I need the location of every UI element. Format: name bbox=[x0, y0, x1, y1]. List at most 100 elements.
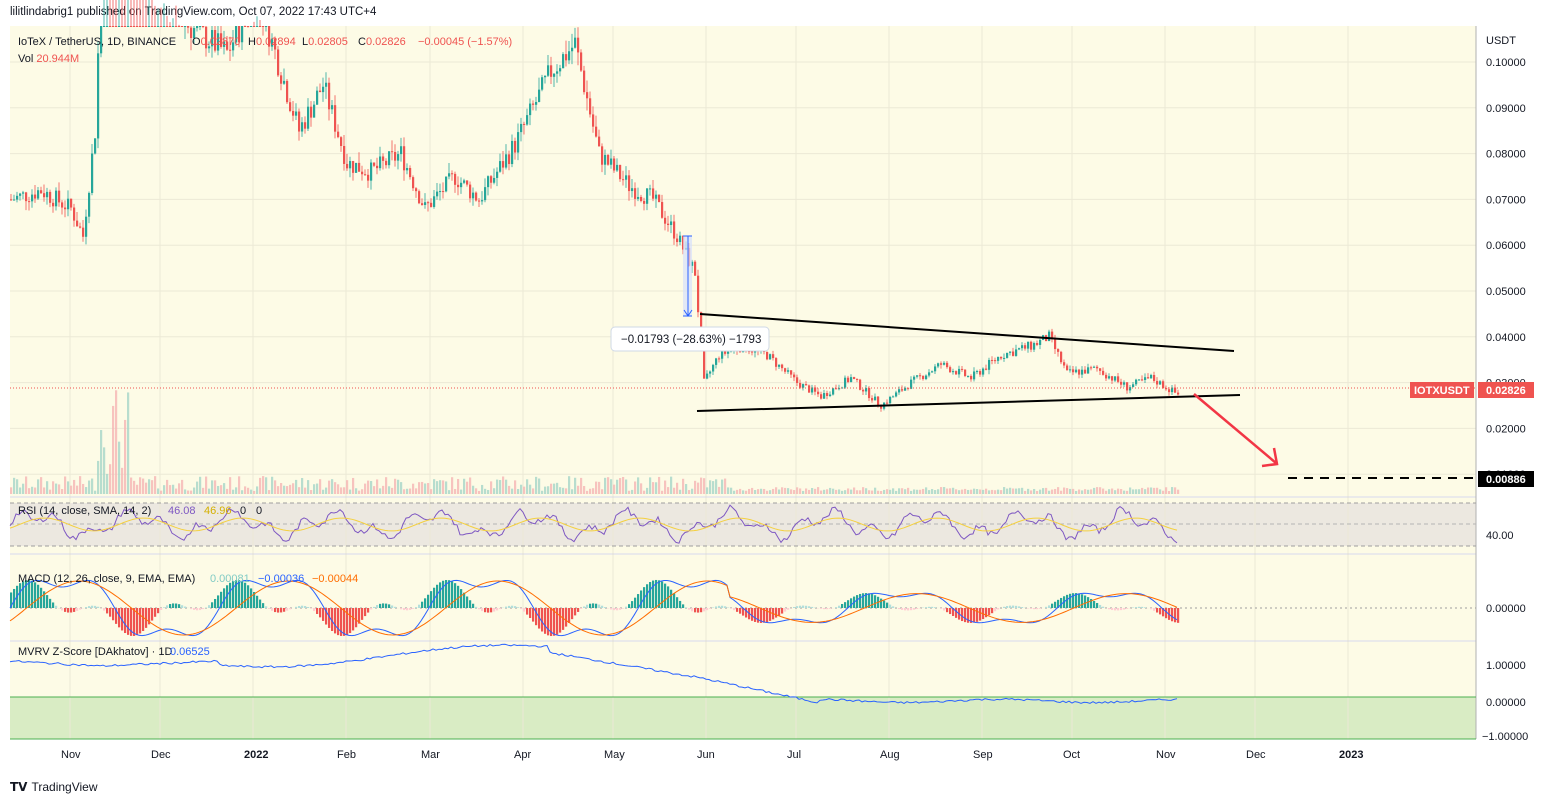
volume-bar bbox=[169, 485, 172, 494]
macd-bar bbox=[247, 585, 250, 608]
candle-body bbox=[610, 158, 613, 165]
macd-bar bbox=[592, 603, 595, 608]
candle-body bbox=[262, 26, 265, 27]
candle-body bbox=[172, 26, 175, 27]
volume-bar bbox=[82, 483, 85, 494]
candle-body bbox=[130, 26, 133, 27]
macd-bar bbox=[934, 607, 937, 608]
candle-body bbox=[310, 106, 313, 118]
macd-bar bbox=[313, 608, 316, 612]
macd-bar bbox=[760, 608, 763, 623]
volume-bar bbox=[409, 488, 412, 494]
candle-body bbox=[142, 26, 145, 27]
volume-bar bbox=[1120, 489, 1123, 494]
triangle-lower-line[interactable] bbox=[696, 394, 1241, 412]
candle-body bbox=[1066, 365, 1069, 371]
volume-bar bbox=[697, 482, 700, 494]
macd-bar bbox=[346, 608, 349, 635]
candle-body bbox=[430, 202, 433, 207]
macd-bar bbox=[355, 608, 358, 628]
volume-bar bbox=[40, 477, 43, 494]
candle-body bbox=[916, 375, 919, 377]
candle-body bbox=[769, 354, 772, 360]
macd-bar bbox=[373, 606, 376, 608]
macd-bar bbox=[199, 608, 202, 611]
candle-body bbox=[1162, 381, 1165, 389]
volume-bar bbox=[451, 477, 454, 494]
candle-body bbox=[1120, 381, 1123, 385]
macd-bar bbox=[139, 608, 142, 634]
candle-body bbox=[1165, 388, 1168, 390]
volume-bar bbox=[865, 488, 868, 494]
volume-bar bbox=[529, 484, 532, 494]
volume-bar bbox=[1096, 487, 1099, 494]
volume-bar bbox=[1042, 488, 1045, 494]
macd-bar bbox=[580, 608, 583, 609]
volume-bar bbox=[463, 478, 466, 494]
macd-bar bbox=[676, 597, 679, 608]
macd-bar bbox=[532, 608, 535, 622]
volume-bar bbox=[1099, 487, 1102, 494]
candle-body bbox=[193, 28, 196, 39]
time-axis[interactable]: Nov Dec 2022 Feb Mar Apr May Jun Jul Aug Sep Oct Nov… bbox=[61, 749, 1363, 761]
candle-body bbox=[547, 65, 550, 76]
macd-bar bbox=[508, 605, 511, 608]
projection-arrow[interactable] bbox=[1193, 393, 1279, 468]
macd-bar bbox=[1060, 597, 1063, 608]
macd-bar bbox=[868, 593, 871, 608]
volume-bar bbox=[64, 476, 67, 494]
candle-body bbox=[841, 387, 844, 389]
candle-body bbox=[919, 375, 922, 377]
volume-bar bbox=[904, 489, 907, 494]
candle-body bbox=[40, 190, 43, 194]
price-axis[interactable]: USDT 0.10000 0.09000 0.08000 0.07000 0.06000… bbox=[1486, 35, 1526, 481]
volume-bar bbox=[1024, 490, 1027, 494]
volume-bar bbox=[688, 490, 691, 494]
candle-body bbox=[451, 173, 454, 175]
candle-body bbox=[301, 122, 304, 132]
macd-bar bbox=[979, 608, 982, 621]
svg-text:H0.02894: H0.02894 bbox=[248, 36, 296, 48]
volume-bar bbox=[199, 476, 202, 494]
candle-body bbox=[97, 53, 100, 139]
candle-body bbox=[85, 216, 88, 237]
volume-bar bbox=[1156, 487, 1159, 494]
macd-bar bbox=[670, 589, 673, 608]
candle-body bbox=[499, 161, 502, 172]
volume-bar bbox=[205, 476, 208, 494]
mvrv-zone bbox=[10, 697, 1476, 739]
macd-bar bbox=[739, 608, 742, 614]
candle-body bbox=[565, 54, 568, 61]
macd-bar bbox=[799, 605, 802, 608]
candle-body bbox=[325, 82, 328, 87]
macd-bar bbox=[241, 580, 244, 608]
candle-body bbox=[1003, 357, 1006, 359]
macd-bar bbox=[916, 608, 919, 610]
macd-bar bbox=[1069, 593, 1072, 608]
candle-body bbox=[316, 90, 319, 105]
volume-bar bbox=[547, 486, 550, 494]
candle-body bbox=[1084, 369, 1087, 374]
candle-body bbox=[1105, 374, 1108, 379]
change-value: −0.00045 (−1.57%) bbox=[418, 36, 512, 48]
macd-bar bbox=[322, 608, 325, 621]
macd-bar bbox=[388, 604, 391, 608]
candle-body bbox=[982, 368, 985, 375]
macd-bar bbox=[79, 608, 82, 610]
svg-text:0.06525: 0.06525 bbox=[170, 646, 210, 658]
triangle-upper-line[interactable] bbox=[699, 313, 1235, 352]
candle-body bbox=[949, 367, 952, 373]
macd-bar bbox=[838, 605, 841, 608]
volume-bar bbox=[550, 483, 553, 494]
time-tick: Sep bbox=[973, 749, 993, 761]
volume-bar bbox=[184, 489, 187, 494]
measure-tool[interactable]: −0.01793 (−28.63%) −1793 bbox=[610, 235, 770, 352]
volume-bar bbox=[139, 477, 142, 494]
candle-body bbox=[1132, 384, 1135, 388]
volume-bar bbox=[25, 476, 28, 494]
candle-body bbox=[520, 123, 523, 133]
macd-bar bbox=[301, 605, 304, 608]
volume-bar bbox=[559, 487, 562, 494]
svg-text:MACD (12, 26, close, 9, EMA, E: MACD (12, 26, close, 9, EMA, EMA) bbox=[18, 573, 195, 585]
